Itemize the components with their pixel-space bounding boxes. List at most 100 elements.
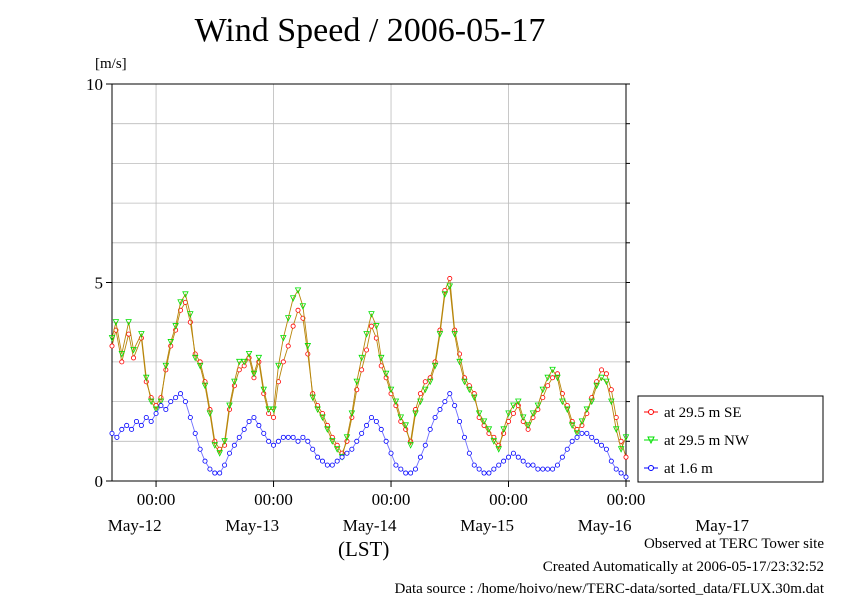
x-date-tick-label: May-14: [343, 516, 397, 535]
data-point: [324, 426, 331, 433]
data-point: [491, 466, 497, 472]
data-point: [623, 454, 629, 460]
data-point: [475, 410, 483, 418]
data-point: [564, 406, 571, 414]
data-point: [525, 462, 531, 468]
data-point: [359, 430, 365, 436]
data-point: [447, 276, 453, 282]
data-point: [114, 434, 120, 440]
data-point: [549, 366, 556, 374]
data-point: [456, 358, 463, 366]
data-point: [545, 383, 551, 389]
data-point: [412, 410, 419, 418]
data-point: [403, 470, 409, 476]
data-point: [310, 446, 316, 452]
x-time-tick-label: 00:00: [372, 490, 411, 509]
y-axis-unit-label: [m/s]: [95, 56, 127, 72]
data-point: [153, 411, 159, 417]
data-point: [471, 394, 478, 402]
data-point: [280, 359, 286, 365]
data-point: [344, 450, 350, 456]
data-point: [515, 454, 521, 460]
data-point: [432, 414, 438, 420]
data-point: [618, 470, 624, 476]
data-point: [206, 410, 214, 418]
data-point: [231, 378, 238, 386]
data-point: [520, 458, 526, 464]
data-point: [540, 395, 546, 401]
data-point: [441, 291, 449, 298]
data-point: [539, 386, 547, 394]
data-point: [490, 438, 498, 445]
data-point: [162, 362, 170, 370]
data-point: [407, 442, 414, 449]
data-point: [368, 323, 374, 329]
data-point: [305, 351, 311, 357]
data-point: [143, 414, 149, 420]
data-point: [109, 343, 115, 349]
data-point: [270, 406, 277, 414]
data-point: [222, 462, 228, 468]
data-point: [133, 418, 139, 424]
data-point: [382, 370, 390, 378]
legend-label: at 29.5 m NW: [664, 433, 750, 449]
data-point: [314, 406, 321, 414]
data-point: [622, 434, 630, 441]
data-point: [393, 462, 399, 468]
data-point: [451, 331, 458, 338]
data-point: [329, 462, 335, 468]
data-point: [422, 386, 429, 394]
data-point: [529, 410, 537, 418]
data-point: [246, 418, 252, 424]
data-point: [417, 391, 423, 397]
data-point: [617, 446, 625, 453]
data-point: [510, 450, 516, 456]
legend-label: at 29.5 m SE: [664, 405, 742, 421]
data-point: [125, 319, 132, 326]
data-point: [437, 407, 443, 413]
legend-box: [637, 395, 824, 483]
data-point: [398, 466, 404, 472]
data-point: [599, 367, 605, 373]
data-point: [285, 434, 291, 440]
data-point: [524, 422, 532, 429]
data-point: [280, 434, 286, 440]
data-point: [452, 403, 458, 409]
data-point: [559, 454, 565, 460]
data-point: [231, 442, 237, 448]
data-point: [197, 446, 203, 452]
series-line: [111, 392, 627, 478]
x-date-tick-label: May-17: [695, 516, 749, 535]
data-point: [603, 371, 609, 377]
data-point: [187, 311, 194, 318]
data-point: [191, 354, 199, 362]
data-point: [578, 418, 586, 425]
data-point: [157, 398, 165, 406]
data-point: [373, 323, 380, 330]
data-point: [201, 382, 209, 390]
data-point: [573, 430, 581, 437]
data-point: [236, 434, 242, 440]
data-point: [500, 426, 507, 433]
data-point: [221, 438, 228, 445]
data-point: [177, 299, 184, 306]
data-point: [550, 375, 556, 381]
data-point: [348, 410, 356, 418]
data-point: [284, 315, 292, 322]
data-point: [413, 466, 419, 472]
data-point: [124, 422, 130, 428]
data-point: [431, 362, 439, 370]
data-point: [118, 350, 126, 358]
data-point: [172, 323, 179, 330]
data-point: [392, 398, 400, 406]
data-point: [422, 379, 428, 385]
data-point: [112, 319, 120, 326]
data-point: [583, 406, 591, 414]
y-tick-label: 10: [86, 75, 103, 94]
data-point: [496, 462, 502, 468]
data-point: [387, 386, 395, 394]
data-point: [119, 426, 125, 432]
data-point: [158, 403, 164, 409]
data-point: [260, 386, 267, 394]
